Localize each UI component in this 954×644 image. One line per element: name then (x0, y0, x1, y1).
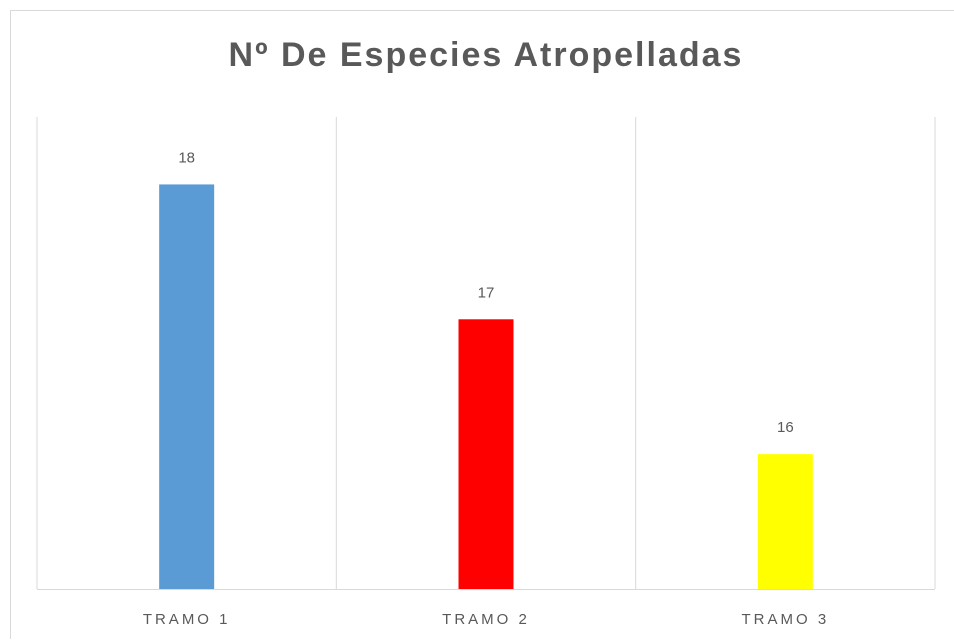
value-label: 16 (777, 419, 794, 436)
x-tick-label: TRAMO 3 (741, 611, 829, 628)
chart-title: Nº De Especies Atropelladas (229, 36, 744, 74)
bar (159, 184, 214, 589)
value-label: 18 (178, 149, 195, 166)
value-label: 17 (478, 284, 495, 301)
bar (459, 319, 514, 589)
x-tick-label: TRAMO 1 (143, 611, 231, 628)
x-tick-label: TRAMO 2 (442, 611, 530, 628)
bar (758, 454, 813, 589)
